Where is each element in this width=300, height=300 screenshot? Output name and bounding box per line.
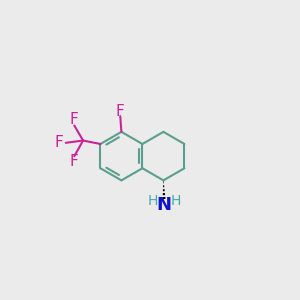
Text: H: H (148, 194, 158, 208)
Text: N: N (157, 196, 172, 214)
Text: F: F (116, 103, 124, 118)
Text: H: H (171, 194, 181, 208)
Text: F: F (70, 112, 79, 128)
Text: F: F (55, 135, 64, 150)
Text: F: F (70, 154, 79, 169)
